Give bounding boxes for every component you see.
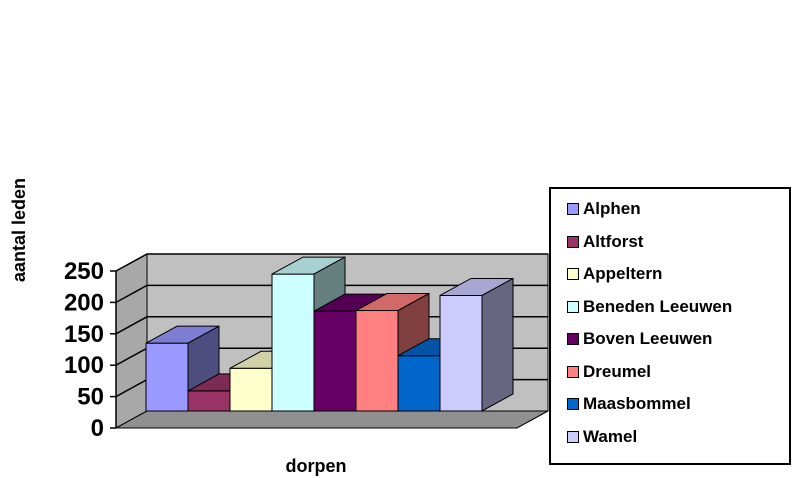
legend-label: Maasbommel — [583, 394, 691, 413]
x-axis-title: dorpen — [286, 456, 347, 476]
legend-swatch — [567, 430, 579, 443]
gridline — [115, 253, 548, 272]
legend-label: Appeltern — [583, 264, 663, 283]
bar-front — [397, 355, 441, 412]
legend-item: Beneden Leeuwen — [567, 297, 732, 317]
legend-label: Beneden Leeuwen — [583, 296, 733, 316]
gridline — [115, 284, 548, 304]
bars — [145, 256, 514, 412]
y-tick-labels: 0 50 100 150 200 250 — [64, 258, 104, 442]
bar-side — [481, 277, 514, 412]
legend-item: Maasbommel — [567, 394, 691, 414]
y-tick-label: 200 — [64, 289, 104, 316]
legend-label: Altforst — [583, 231, 644, 251]
legend-label: Dreumel — [583, 361, 652, 381]
legend-swatch — [567, 365, 579, 378]
bar-front — [439, 294, 483, 412]
y-tick-label: 50 — [77, 384, 104, 411]
legend-label: Wamel — [583, 426, 638, 446]
legend-item: Appeltern — [567, 264, 662, 284]
legend-item: Wamel — [567, 427, 637, 447]
bar-front — [229, 367, 273, 412]
legend-swatch — [567, 268, 579, 280]
y-tick-label: 250 — [64, 258, 104, 285]
legend: Alphen Altforst Appeltern Beneden Leeuwen Bo… — [549, 187, 791, 465]
legend-label: Boven Leeuwen — [583, 329, 713, 348]
legend-swatch — [567, 398, 579, 410]
y-axis-title: aantal leden — [9, 178, 29, 282]
legend-swatch — [567, 300, 579, 313]
y-axis — [110, 270, 117, 429]
bar-front — [271, 273, 315, 412]
bar-front — [313, 310, 357, 412]
legend-item: Dreumel — [567, 362, 651, 382]
y-tick-label: 150 — [64, 321, 104, 348]
y-tick-label: 100 — [64, 352, 104, 379]
legend-swatch — [567, 235, 579, 248]
legend-swatch — [567, 203, 579, 215]
y-tick-label: 0 — [91, 415, 104, 442]
legend-item: Boven Leeuwen — [567, 329, 712, 349]
legend-swatch — [567, 333, 579, 345]
bar — [439, 277, 514, 412]
legend-item: Altforst — [567, 232, 643, 252]
bar-front — [187, 390, 231, 412]
legend-label: Alphen — [583, 199, 641, 218]
bar-front — [145, 342, 189, 412]
legend-item: Alphen — [567, 199, 641, 219]
floor — [115, 410, 549, 429]
side-wall — [115, 253, 148, 429]
bar-front — [355, 310, 399, 412]
